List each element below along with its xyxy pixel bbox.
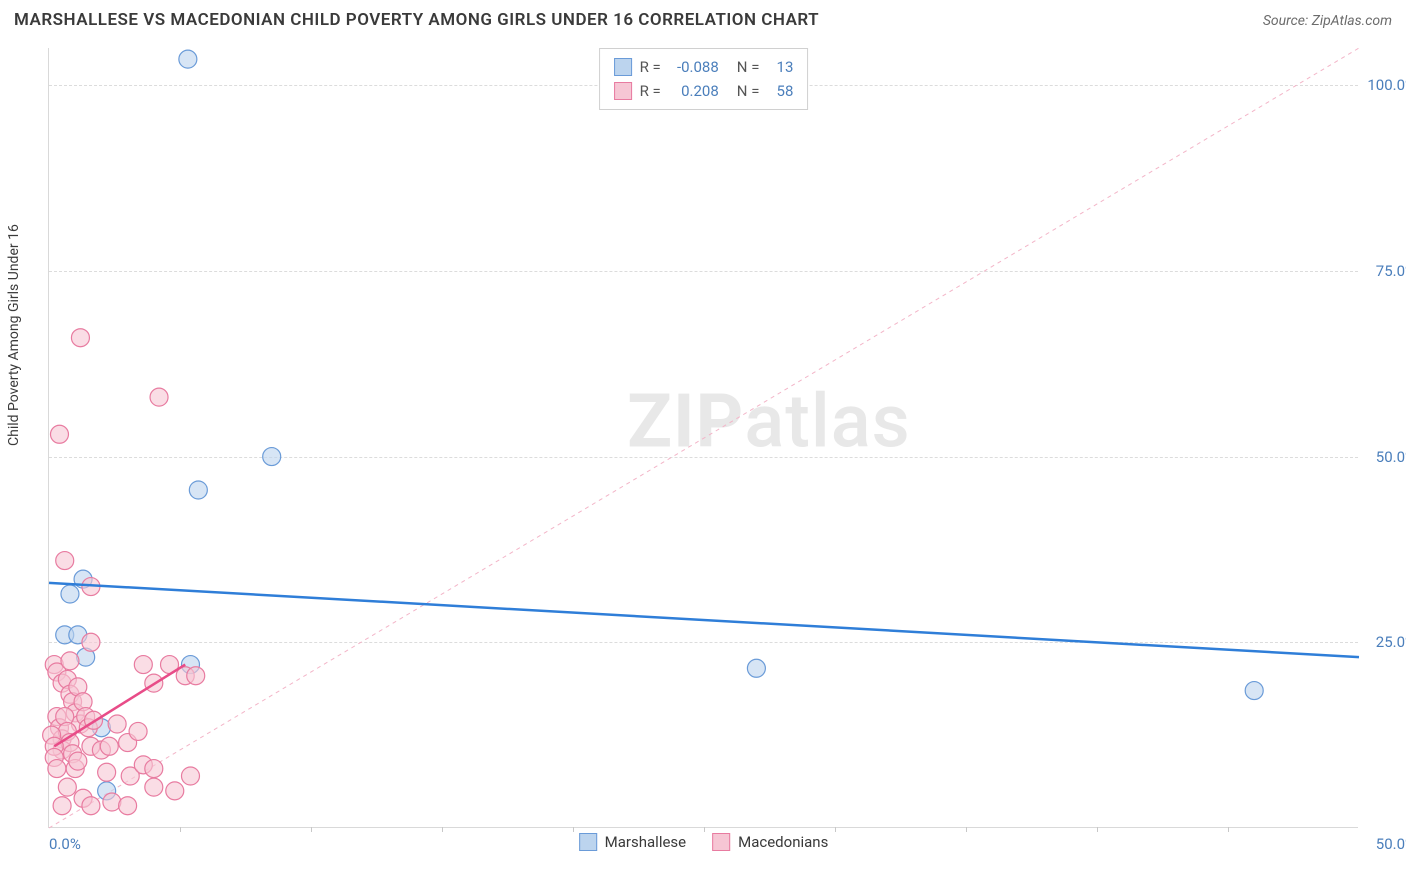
data-point [134, 656, 152, 674]
y-tick-label: 50.0% [1364, 448, 1406, 466]
r-label: R = [640, 55, 661, 79]
legend-label-1: Macedonians [738, 833, 828, 851]
data-point [747, 659, 765, 677]
plot-area: ZIPatlas R = -0.088 N = 13 R = 0.208 N =… [48, 48, 1358, 828]
y-tick-label: 100.0% [1364, 76, 1406, 94]
y-tick-label: 25.0% [1364, 633, 1406, 651]
legend-label-0: Marshallese [605, 833, 686, 851]
regression-line [49, 583, 1359, 657]
data-point [187, 667, 205, 685]
data-point [56, 552, 74, 570]
legend-item-0: Marshallese [579, 833, 686, 851]
r-value-0: -0.088 [669, 55, 719, 79]
data-point [61, 585, 79, 603]
n-label: N = [737, 55, 760, 79]
data-point [98, 763, 116, 781]
data-point [119, 797, 137, 815]
data-point [108, 715, 126, 733]
data-point [82, 633, 100, 651]
data-point [48, 760, 66, 778]
data-point [61, 652, 79, 670]
legend-swatch-icon [614, 82, 632, 100]
legend-stats-row-0: R = -0.088 N = 13 [614, 55, 794, 79]
data-point [103, 793, 121, 811]
n-value-1: 58 [767, 79, 793, 103]
y-tick-label: 75.0% [1364, 262, 1406, 280]
data-point [50, 425, 68, 443]
data-point [150, 388, 168, 406]
data-point [181, 767, 199, 785]
chart-header: MARSHALLESE VS MACEDONIAN CHILD POVERTY … [14, 10, 1392, 30]
data-point [69, 752, 87, 770]
n-label: N = [737, 79, 760, 103]
data-point [1245, 682, 1263, 700]
data-point [129, 722, 147, 740]
data-point [145, 760, 163, 778]
r-value-1: 0.208 [669, 79, 719, 103]
legend-swatch-icon [614, 58, 632, 76]
legend-swatch-icon [579, 833, 597, 851]
chart-title: MARSHALLESE VS MACEDONIAN CHILD POVERTY … [14, 10, 819, 30]
data-point [82, 797, 100, 815]
legend-swatch-icon [712, 833, 730, 851]
data-point [166, 782, 184, 800]
data-point [58, 778, 76, 796]
legend-item-1: Macedonians [712, 833, 828, 851]
legend-stats-row-1: R = 0.208 N = 58 [614, 79, 794, 103]
legend-stats: R = -0.088 N = 13 R = 0.208 N = 58 [599, 48, 809, 110]
data-point [100, 737, 118, 755]
chart-source: Source: ZipAtlas.com [1263, 13, 1392, 29]
r-label: R = [640, 79, 661, 103]
data-point [189, 481, 207, 499]
data-point [53, 797, 71, 815]
x-tick-label: 0.0% [49, 835, 81, 853]
x-tick-label: 50.0% [1364, 835, 1406, 853]
data-point [179, 50, 197, 68]
data-point [71, 329, 89, 347]
n-value-0: 13 [767, 55, 793, 79]
y-axis-label: Child Poverty Among Girls Under 16 [6, 224, 22, 446]
plot-svg [49, 48, 1358, 827]
legend-series: Marshallese Macedonians [579, 833, 829, 851]
data-point [263, 448, 281, 466]
data-point [145, 778, 163, 796]
